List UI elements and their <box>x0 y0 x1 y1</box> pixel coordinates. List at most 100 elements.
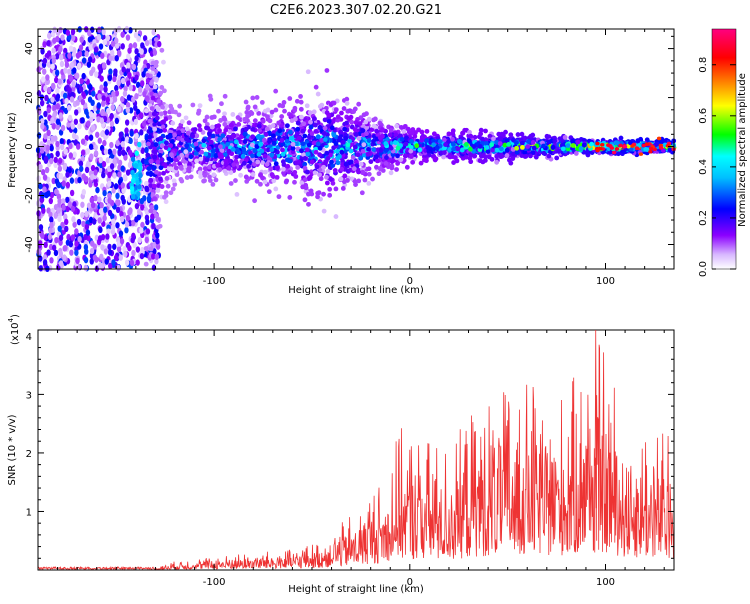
heatmap-cell <box>157 223 163 229</box>
heatmap-cell <box>98 43 104 50</box>
heatmap-cell <box>324 68 330 73</box>
heatmap-cell <box>51 47 56 54</box>
heatmap-cell <box>50 82 56 90</box>
heatmap-cell <box>258 181 263 187</box>
heatmap-cell <box>71 132 77 140</box>
heatmap-cell <box>223 162 229 168</box>
heatmap-cell <box>81 57 87 64</box>
heatmap-cell <box>49 222 54 229</box>
heatmap-cell <box>69 96 75 103</box>
heatmap-cell <box>128 207 133 215</box>
heatmap-cell <box>89 247 95 255</box>
heatmap-cell <box>81 220 86 228</box>
heatmap-cell <box>134 202 140 210</box>
heatmap-cell <box>97 235 103 242</box>
heatmap-cell <box>88 84 93 91</box>
heatmap-cell <box>417 147 423 153</box>
heatmap-cell <box>50 117 55 124</box>
heatmap-cell <box>129 130 134 137</box>
heatmap-cell <box>115 199 120 206</box>
heatmap-cell <box>151 183 157 189</box>
heatmap-cell <box>377 135 383 141</box>
heatmap-cell <box>69 189 75 197</box>
heatmap-cell <box>42 174 48 181</box>
heatmap-cell <box>105 233 110 240</box>
heatmap-cell <box>83 243 89 251</box>
heatmap-cell <box>209 115 215 120</box>
heatmap-cell <box>635 138 641 144</box>
heatmap-cell <box>116 245 122 253</box>
heatmap-cell <box>360 148 366 154</box>
heatmap-cell <box>443 142 448 147</box>
heatmap-cell <box>197 103 203 109</box>
heatmap-cell <box>541 150 547 156</box>
heatmap-cell <box>70 234 76 241</box>
heatmap-cell <box>98 262 103 269</box>
heatmap-cell <box>414 143 420 149</box>
heatmap-cell <box>324 180 330 186</box>
heatmap-cell <box>53 212 58 219</box>
heatmap-cell <box>46 40 51 47</box>
heatmap-cell <box>207 178 213 183</box>
heatmap-cell <box>388 170 394 176</box>
heatmap-cell <box>154 115 160 121</box>
heatmap-cell <box>58 260 64 267</box>
heatmap-cell <box>36 248 41 256</box>
heatmap-cell <box>250 172 256 177</box>
heatmap-cell <box>262 108 268 114</box>
heatmap-cell <box>105 156 111 164</box>
heatmap-cell <box>280 151 286 157</box>
heatmap-cell <box>103 86 108 93</box>
heatmap-cell <box>139 197 145 205</box>
heatmap-cell <box>374 128 380 134</box>
heatmap-cell <box>262 169 268 175</box>
heatmap-cell <box>222 93 228 99</box>
heatmap-cell <box>63 213 68 221</box>
heatmap-cell <box>38 224 44 231</box>
heatmap-cell <box>154 213 159 218</box>
heatmap-cell <box>97 93 102 100</box>
heatmap-cell <box>404 164 410 170</box>
heatmap-cell <box>388 127 394 133</box>
heatmap-cell <box>149 204 155 210</box>
heatmap-cell <box>300 184 306 190</box>
heatmap-cell <box>68 152 73 159</box>
heatmap-cell <box>104 129 110 136</box>
heatmap-cell <box>409 139 414 144</box>
heatmap-cell <box>234 191 240 197</box>
heatmap-cell <box>172 161 177 167</box>
heatmap-cell <box>406 129 412 135</box>
heatmap-cell <box>307 174 313 180</box>
heatmap-cell <box>380 127 385 132</box>
heatmap-cell <box>125 34 131 41</box>
heatmap-cell <box>163 199 169 205</box>
heatmap-cell <box>447 146 453 152</box>
heatmap-cell <box>77 235 82 243</box>
heatmap-cell <box>293 116 298 122</box>
heatmap-cell <box>188 154 194 160</box>
heatmap-cell <box>581 142 587 148</box>
heatmap-cell <box>164 140 169 146</box>
heatmap-cell <box>188 174 194 180</box>
heatmap-cell <box>456 139 462 144</box>
heatmap-cell <box>153 169 159 175</box>
heatmap-cell <box>313 149 319 155</box>
heatmap-cell <box>334 148 340 154</box>
heatmap-cell <box>162 162 167 167</box>
heatmap-cell <box>83 256 89 264</box>
heatmap-cell <box>249 142 255 148</box>
heatmap-cell <box>64 97 69 105</box>
heatmap-cell <box>79 165 84 172</box>
heatmap-cell <box>40 232 45 239</box>
heatmap-cell <box>126 94 132 101</box>
heatmap-cell <box>139 227 144 234</box>
heatmap-cell <box>89 69 94 77</box>
heatmap-cell <box>485 149 491 154</box>
heatmap-cell <box>97 26 102 34</box>
heatmap-cell <box>59 60 65 68</box>
heatmap-cell <box>190 102 196 108</box>
heatmap-cell <box>67 52 72 59</box>
heatmap-cell <box>279 114 285 119</box>
heatmap-cell <box>155 107 161 112</box>
